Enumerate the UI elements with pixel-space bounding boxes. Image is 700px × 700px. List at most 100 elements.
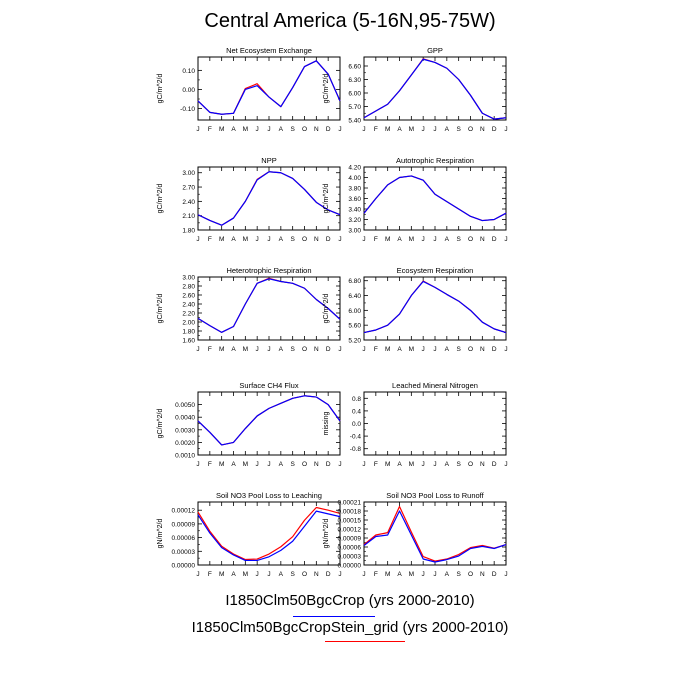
chart-panel-6: Ecosystem Respiration gC/m^2/d 5.20 5.60 6.0… — [323, 266, 508, 353]
x-tick-label: M — [385, 461, 390, 468]
x-tick-label: J — [196, 461, 199, 468]
panel-title: Soil NO3 Pool Loss to Leaching — [216, 491, 322, 500]
x-tick-label: O — [302, 346, 307, 353]
series-line-2 — [197, 395, 341, 446]
x-tick-label: M — [219, 461, 224, 468]
y-tick-label: 4.00 — [348, 175, 361, 182]
panel-title: Autotrophic Respiration — [396, 156, 474, 165]
x-tick-label: O — [468, 236, 473, 243]
x-tick-label: S — [290, 126, 295, 133]
x-tick-label: S — [290, 571, 295, 578]
x-tick-label: J — [338, 461, 341, 468]
x-tick-label: N — [314, 571, 319, 578]
x-tick-label: S — [456, 571, 461, 578]
y-axis-label: gC/m^2/d — [157, 294, 164, 324]
y-tick-label: 5.20 — [348, 338, 361, 345]
x-tick-label: F — [208, 236, 212, 243]
page-title: Central America (5-16N,95-75W) — [204, 10, 496, 32]
y-tick-label: 0.4 — [352, 408, 361, 415]
x-tick-label: A — [279, 126, 284, 133]
x-tick-label: S — [456, 346, 461, 353]
y-tick-label: 3.60 — [348, 196, 361, 203]
plot-frame — [363, 56, 507, 121]
y-tick-label: 0.0040 — [175, 415, 195, 422]
series-line-1 — [197, 278, 341, 333]
x-tick-label: D — [326, 126, 331, 133]
x-tick-label: J — [196, 346, 199, 353]
y-tick-label: 3.00 — [182, 275, 195, 282]
y-tick-label: 6.60 — [348, 64, 361, 71]
chart-panel-4: Autotrophic Respiration gC/m^2/d 3.00 3.20 3… — [323, 156, 508, 243]
y-tick-label: 2.40 — [182, 199, 195, 206]
x-tick-label: M — [219, 126, 224, 133]
x-tick-label: O — [468, 571, 473, 578]
series-line-1 — [197, 171, 341, 226]
chart-panel-9: Soil NO3 Pool Loss to Leaching gN/m^2/d 0.… — [157, 491, 342, 578]
x-tick-label: A — [397, 126, 402, 133]
series-line-2 — [363, 505, 507, 562]
x-tick-label: M — [409, 571, 414, 578]
x-tick-label: D — [492, 126, 497, 133]
legend-case2-label: I1850Clm50BgcCropStein_grid (yrs 2000-20… — [191, 619, 509, 636]
x-tick-label: M — [219, 346, 224, 353]
x-tick-label: F — [374, 461, 378, 468]
x-tick-label: S — [456, 461, 461, 468]
x-tick-label: O — [302, 236, 307, 243]
x-tick-label: A — [279, 571, 284, 578]
chart-panel-1: Net Ecosystem Exchange gC/m^2/d -0.10 0.00 0… — [157, 46, 342, 133]
y-tick-label: 2.70 — [182, 185, 195, 192]
y-tick-label: 0.00 — [182, 87, 195, 94]
y-axis-label: gC/m^2/d — [323, 294, 330, 324]
series-line-1 — [363, 280, 507, 334]
x-tick-label: A — [397, 461, 402, 468]
x-tick-label: N — [480, 236, 485, 243]
y-tick-label: -0.10 — [180, 106, 195, 113]
plot-frame — [197, 56, 341, 121]
x-tick-label: J — [338, 236, 341, 243]
y-tick-label: 3.00 — [182, 170, 195, 177]
x-tick-label: J — [196, 571, 199, 578]
x-tick-label: J — [433, 126, 436, 133]
x-tick-label: J — [267, 571, 270, 578]
chart-panel-7: Surface CH4 Flux gC/m^2/d 0.0010 0.0020 0.00… — [157, 381, 342, 468]
y-tick-label: 6.30 — [348, 77, 361, 84]
x-tick-label: S — [290, 346, 295, 353]
chart-panel-8: Leached Mineral Nitrogen missing -0.8 -0.4 0… — [323, 381, 508, 468]
chart-panel-5: Heterotrophic Respiration gC/m^2/d 1.60 1.8… — [157, 266, 342, 353]
y-tick-label: 2.20 — [182, 311, 195, 318]
x-tick-label: N — [314, 346, 319, 353]
panel-title: Surface CH4 Flux — [239, 381, 298, 390]
x-tick-label: M — [385, 571, 390, 578]
x-tick-label: M — [219, 571, 224, 578]
x-tick-label: F — [208, 461, 212, 468]
y-tick-label: 0.00009 — [172, 521, 196, 528]
x-tick-label: A — [445, 346, 450, 353]
x-tick-label: O — [302, 126, 307, 133]
y-tick-label: 0.00018 — [338, 509, 362, 516]
x-tick-label: M — [385, 346, 390, 353]
series-line-1 — [363, 510, 507, 563]
y-tick-label: 2.60 — [182, 293, 195, 300]
y-axis-label: missing — [323, 412, 330, 436]
x-tick-label: J — [422, 346, 425, 353]
x-tick-label: J — [362, 126, 365, 133]
x-tick-label: J — [267, 126, 270, 133]
y-tick-label: 2.80 — [182, 284, 195, 291]
x-tick-label: J — [256, 346, 259, 353]
x-tick-label: A — [445, 571, 450, 578]
y-tick-label: 2.00 — [182, 320, 195, 327]
x-tick-label: D — [492, 571, 497, 578]
panel-title: Ecosystem Respiration — [397, 266, 474, 275]
x-tick-label: J — [256, 461, 259, 468]
x-tick-label: J — [256, 236, 259, 243]
x-tick-label: S — [290, 461, 295, 468]
x-tick-label: J — [433, 346, 436, 353]
x-tick-label: N — [480, 346, 485, 353]
x-tick-label: A — [231, 236, 236, 243]
x-tick-label: J — [196, 236, 199, 243]
panel-title: Net Ecosystem Exchange — [226, 46, 312, 55]
y-tick-label: 0.00012 — [172, 508, 196, 515]
y-axis-label: gC/m^2/d — [157, 74, 164, 104]
x-tick-label: J — [504, 126, 507, 133]
